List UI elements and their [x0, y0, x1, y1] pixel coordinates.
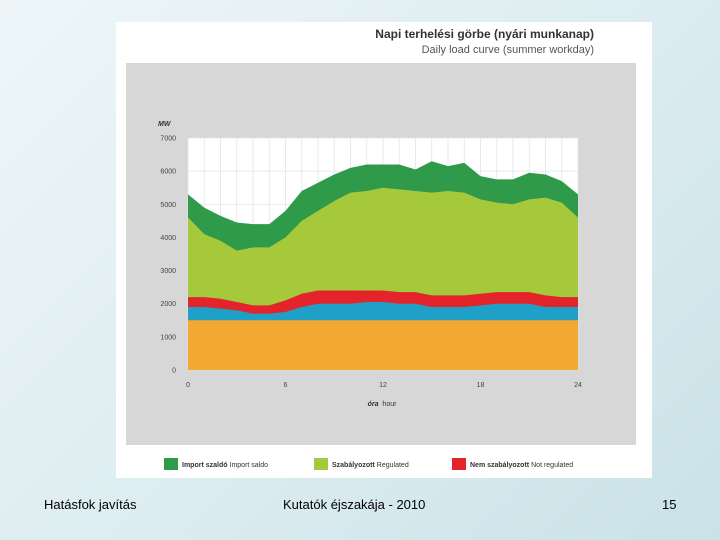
y-tick-label: 7000	[160, 136, 176, 143]
y-tick-label: 4000	[160, 235, 176, 242]
legend-label-en: Import saldo	[230, 462, 269, 469]
series-area-base	[188, 320, 578, 370]
legend-label: Import szaldó Import saldo	[182, 462, 268, 469]
y-tick-label: 0	[172, 368, 176, 375]
y-tick-label: 6000	[160, 169, 176, 176]
x-axis-label: óra hour	[368, 401, 398, 408]
y-tick-label: 3000	[160, 268, 176, 275]
y-tick-label: 2000	[160, 301, 176, 308]
legend-swatch-not-regulated	[452, 458, 466, 470]
chart-title: Napi terhelési görbe (nyári munkanap)	[375, 27, 594, 41]
y-tick-label: 5000	[160, 202, 176, 209]
area-series	[188, 161, 578, 370]
x-tick-label: 24	[574, 382, 582, 389]
legend-label-en: Not regulated	[531, 462, 573, 469]
legend-label-hu: Nem szabályozott	[470, 462, 530, 469]
x-tick-label: 18	[477, 382, 485, 389]
x-tick-label: 12	[379, 382, 387, 389]
footer-left-text: Hatásfok javítás	[44, 497, 137, 512]
footer-center-text: Kutatók éjszakája - 2010	[283, 497, 426, 512]
axis-ticks: 0 1000 2000 3000 4000 5000 6000 7000 0 6 12 18 24	[160, 136, 582, 390]
y-tick-label: 1000	[160, 334, 176, 341]
chart-subtitle: Daily load curve (summer workday)	[422, 44, 594, 56]
chart-image: Napi terhelési görbe (nyári munkanap) Da…	[116, 22, 652, 478]
x-tick-label: 0	[186, 382, 190, 389]
y-axis-label: MW	[158, 121, 172, 128]
legend-label-hu: Szabályozott	[332, 462, 375, 469]
legend-swatch-regulated	[314, 458, 328, 470]
legend-label-hu: Import szaldó	[182, 462, 228, 469]
x-axis-label-hu: óra	[368, 401, 379, 408]
legend-swatch-import	[164, 458, 178, 470]
legend-label-en: Regulated	[377, 462, 409, 469]
x-axis-label-en: hour	[382, 401, 397, 408]
legend-label: Nem szabályozott Not regulated	[470, 462, 573, 469]
legend-label: Szabályozott Regulated	[332, 462, 409, 469]
x-tick-label: 6	[284, 382, 288, 389]
legend: Import szaldó Import saldo Szabályozott Reg…	[164, 458, 573, 470]
load-curve-chart: Napi terhelési görbe (nyári munkanap) Da…	[126, 27, 636, 470]
page-number: 15	[662, 497, 677, 512]
